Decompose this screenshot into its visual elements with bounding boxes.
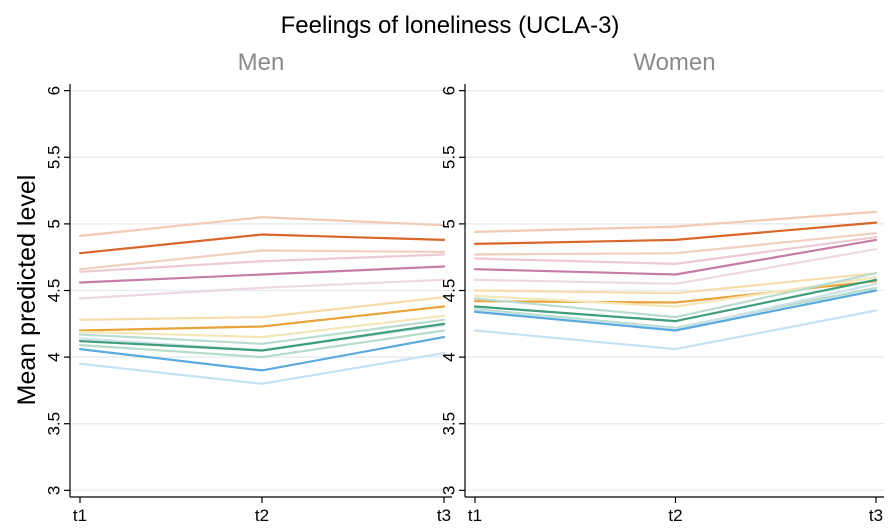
y-tick-label: 4 [45, 352, 64, 361]
y-axis-label: Mean predicted level [13, 175, 41, 406]
series-line-15 [78, 352, 446, 385]
series-line-1 [473, 210, 878, 233]
x-tick-label: t1 [468, 506, 482, 525]
series-line-8 [78, 305, 446, 332]
y-tick-label: 5.5 [440, 145, 459, 169]
series-line-12 [473, 286, 878, 329]
series-line-6 [78, 278, 446, 300]
series-line-12 [78, 322, 446, 352]
panel-title: Men [238, 49, 285, 76]
y-tick-label: 6 [45, 86, 64, 95]
x-tick-label: t1 [73, 506, 87, 525]
y-tick-label: 6 [440, 86, 459, 95]
y-tick-label: 4.5 [440, 279, 459, 303]
y-tick-label: 3 [45, 486, 64, 495]
series-line-14 [78, 336, 446, 372]
y-tick-label: 5 [440, 219, 459, 228]
series-line-5 [78, 265, 446, 284]
y-tick-label: 3.5 [45, 412, 64, 436]
series-line-2 [473, 221, 878, 245]
x-tick-label: t3 [437, 506, 451, 525]
series-line-13 [473, 282, 878, 331]
series-line-7 [78, 296, 446, 321]
y-tick-label: 3.5 [440, 412, 459, 436]
y-tick-label: 4 [440, 352, 459, 361]
series-line-11 [473, 278, 878, 323]
series-line-9 [78, 314, 446, 339]
x-tick-label: t3 [869, 506, 883, 525]
series-line-15 [473, 309, 878, 351]
y-tick-label: 3 [440, 486, 459, 495]
series-line-1 [78, 216, 446, 237]
series-line-3 [473, 232, 878, 256]
series-line-3 [78, 249, 446, 271]
y-tick-label: 5 [45, 219, 64, 228]
series-line-13 [78, 329, 446, 359]
series-line-10 [473, 272, 878, 319]
chart-title: Feelings of loneliness (UCLA-3) [281, 12, 620, 39]
x-tick-label: t2 [255, 506, 269, 525]
panel-title: Women [633, 49, 715, 76]
series-line-6 [473, 248, 878, 285]
y-tick-label: 4.5 [45, 279, 64, 303]
series-line-7 [473, 272, 878, 295]
x-tick-label: t2 [668, 506, 682, 525]
panel-1: Men 3 3.5 4 4.5 5 5.5 6 t1 t2 t3 [45, 49, 452, 525]
series-line-14 [473, 289, 878, 332]
series-line-4 [78, 253, 446, 273]
y-tick-label: 5.5 [45, 145, 64, 169]
series-line-4 [473, 236, 878, 265]
panel-2: Women 3 3.5 4 4.5 5 5.5 6 t1 t2 t3 [440, 49, 884, 525]
series-line-10 [78, 318, 446, 345]
chart-panels: Men 3 3.5 4 4.5 5 5.5 6 t1 t2 t3 Women 3 3.5 4 4.5 5 5.5 6… [45, 49, 884, 525]
series-line-2 [78, 233, 446, 255]
series-line-5 [473, 238, 878, 276]
